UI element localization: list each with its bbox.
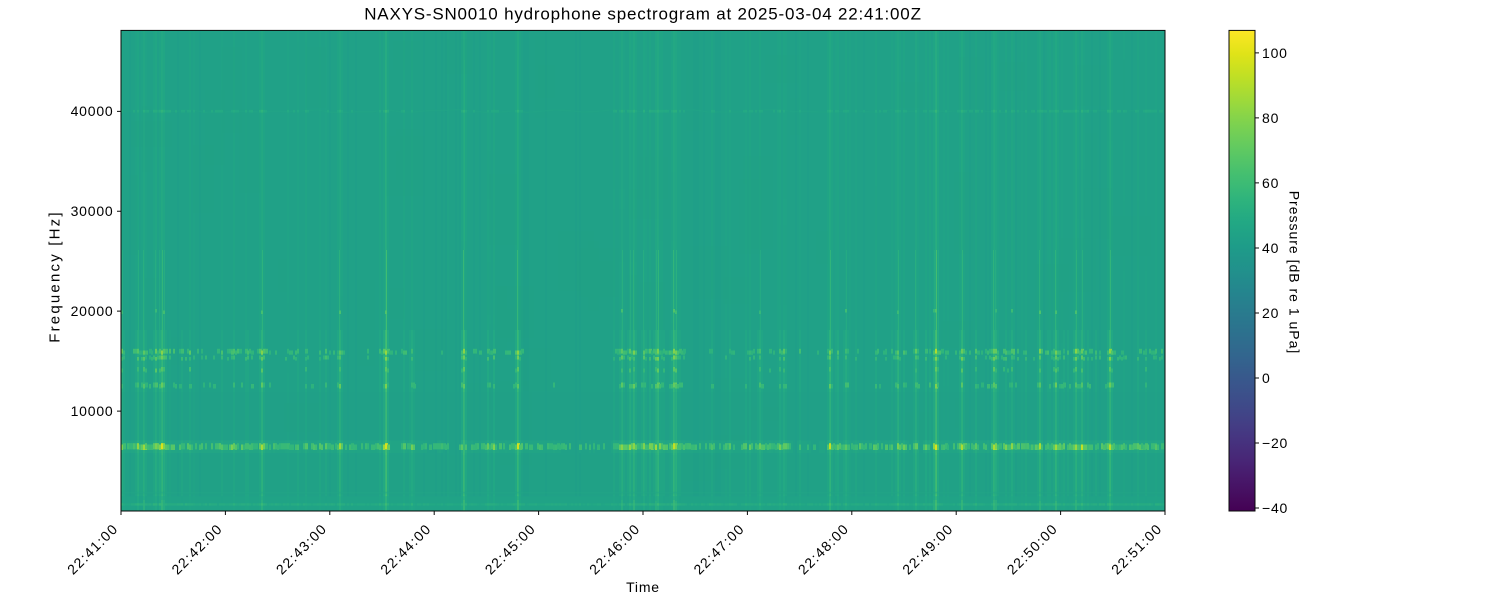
svg-text:10000: 10000 [71, 403, 114, 419]
svg-text:Pressure [dB re 1 uPa]: Pressure [dB re 1 uPa] [1287, 191, 1303, 355]
svg-text:80: 80 [1262, 110, 1279, 126]
svg-text:Frequency [Hz]: Frequency [Hz] [47, 210, 64, 343]
svg-text:100: 100 [1262, 45, 1288, 61]
svg-text:NAXYS-SN0010 hydrophone spectr: NAXYS-SN0010 hydrophone spectrogram at 2… [364, 5, 922, 24]
svg-text:Time: Time [626, 579, 660, 595]
svg-text:20: 20 [1262, 305, 1279, 321]
svg-text:30000: 30000 [71, 203, 114, 219]
svg-text:20000: 20000 [71, 303, 114, 319]
svg-text:−20: −20 [1262, 435, 1288, 451]
svg-text:40000: 40000 [71, 103, 114, 119]
svg-text:60: 60 [1262, 175, 1279, 191]
svg-text:0: 0 [1262, 370, 1271, 386]
svg-text:−40: −40 [1262, 500, 1288, 516]
svg-text:40: 40 [1262, 240, 1279, 256]
